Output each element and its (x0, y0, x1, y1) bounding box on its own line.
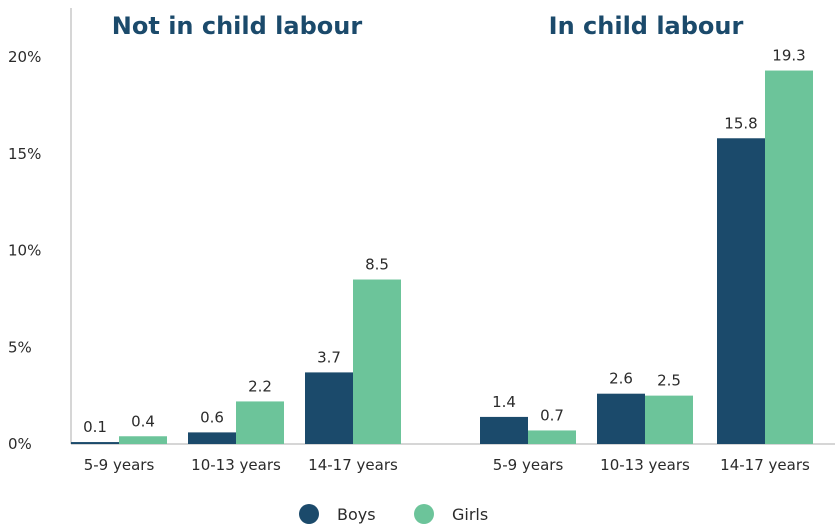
x-category-label: 5-9 years (493, 456, 564, 474)
bar-boys (480, 416, 528, 444)
bar-boys (717, 138, 765, 444)
data-label-boys: 0.1 (83, 418, 107, 436)
y-tick-label: 15% (8, 145, 41, 163)
category-labels: 5-9 years 10-13 years 14-17 years 5-9 years… (84, 456, 810, 474)
x-category-label: 5-9 years (84, 456, 155, 474)
panel-title-not-in-child-labour: Not in child labour (112, 12, 363, 40)
y-tick-label: 0% (8, 435, 32, 453)
legend-label-girls: Girls (452, 505, 488, 524)
data-labels: 0.1 0.4 0.6 2.2 3.7 8.5 1.4 0.7 2.6 2.5 15.8 19.3 (83, 47, 806, 437)
bar-boys (71, 442, 119, 444)
data-label-girls: 8.5 (365, 256, 389, 274)
legend: Boys Girls (299, 504, 488, 524)
data-label-boys: 15.8 (724, 114, 757, 132)
data-label-girls: 0.7 (540, 406, 564, 424)
legend-label-boys: Boys (337, 505, 376, 524)
bar-girls (119, 436, 167, 444)
y-tick-label: 20% (8, 48, 41, 66)
data-label-boys: 0.6 (200, 408, 224, 426)
data-label-girls: 2.2 (248, 377, 272, 395)
data-label-boys: 1.4 (492, 393, 516, 411)
data-label-girls: 2.5 (657, 372, 681, 390)
bars (71, 70, 813, 445)
data-label-girls: 19.3 (772, 47, 805, 65)
data-label-girls: 0.4 (131, 412, 155, 430)
bar-girls (645, 395, 693, 444)
data-label-boys: 2.6 (609, 370, 633, 388)
bar-girls (353, 279, 401, 444)
bar-girls (528, 430, 576, 444)
panel-title-in-child-labour: In child labour (549, 12, 744, 40)
x-category-label: 10-13 years (600, 456, 690, 474)
y-tick-label: 10% (8, 242, 41, 260)
bar-boys (188, 432, 236, 444)
legend-swatch-boys (299, 504, 319, 524)
legend-swatch-girls (414, 504, 434, 524)
bar-boys (305, 372, 353, 444)
x-category-label: 14-17 years (720, 456, 810, 474)
bar-girls (765, 70, 813, 445)
x-category-label: 14-17 years (308, 456, 398, 474)
x-category-label: 10-13 years (191, 456, 281, 474)
bar-boys (597, 393, 645, 444)
bar-girls (236, 401, 284, 444)
y-axis-ticks: 0% 5% 10% 15% 20% (8, 48, 41, 453)
y-tick-label: 5% (8, 338, 32, 356)
data-label-boys: 3.7 (317, 348, 341, 366)
